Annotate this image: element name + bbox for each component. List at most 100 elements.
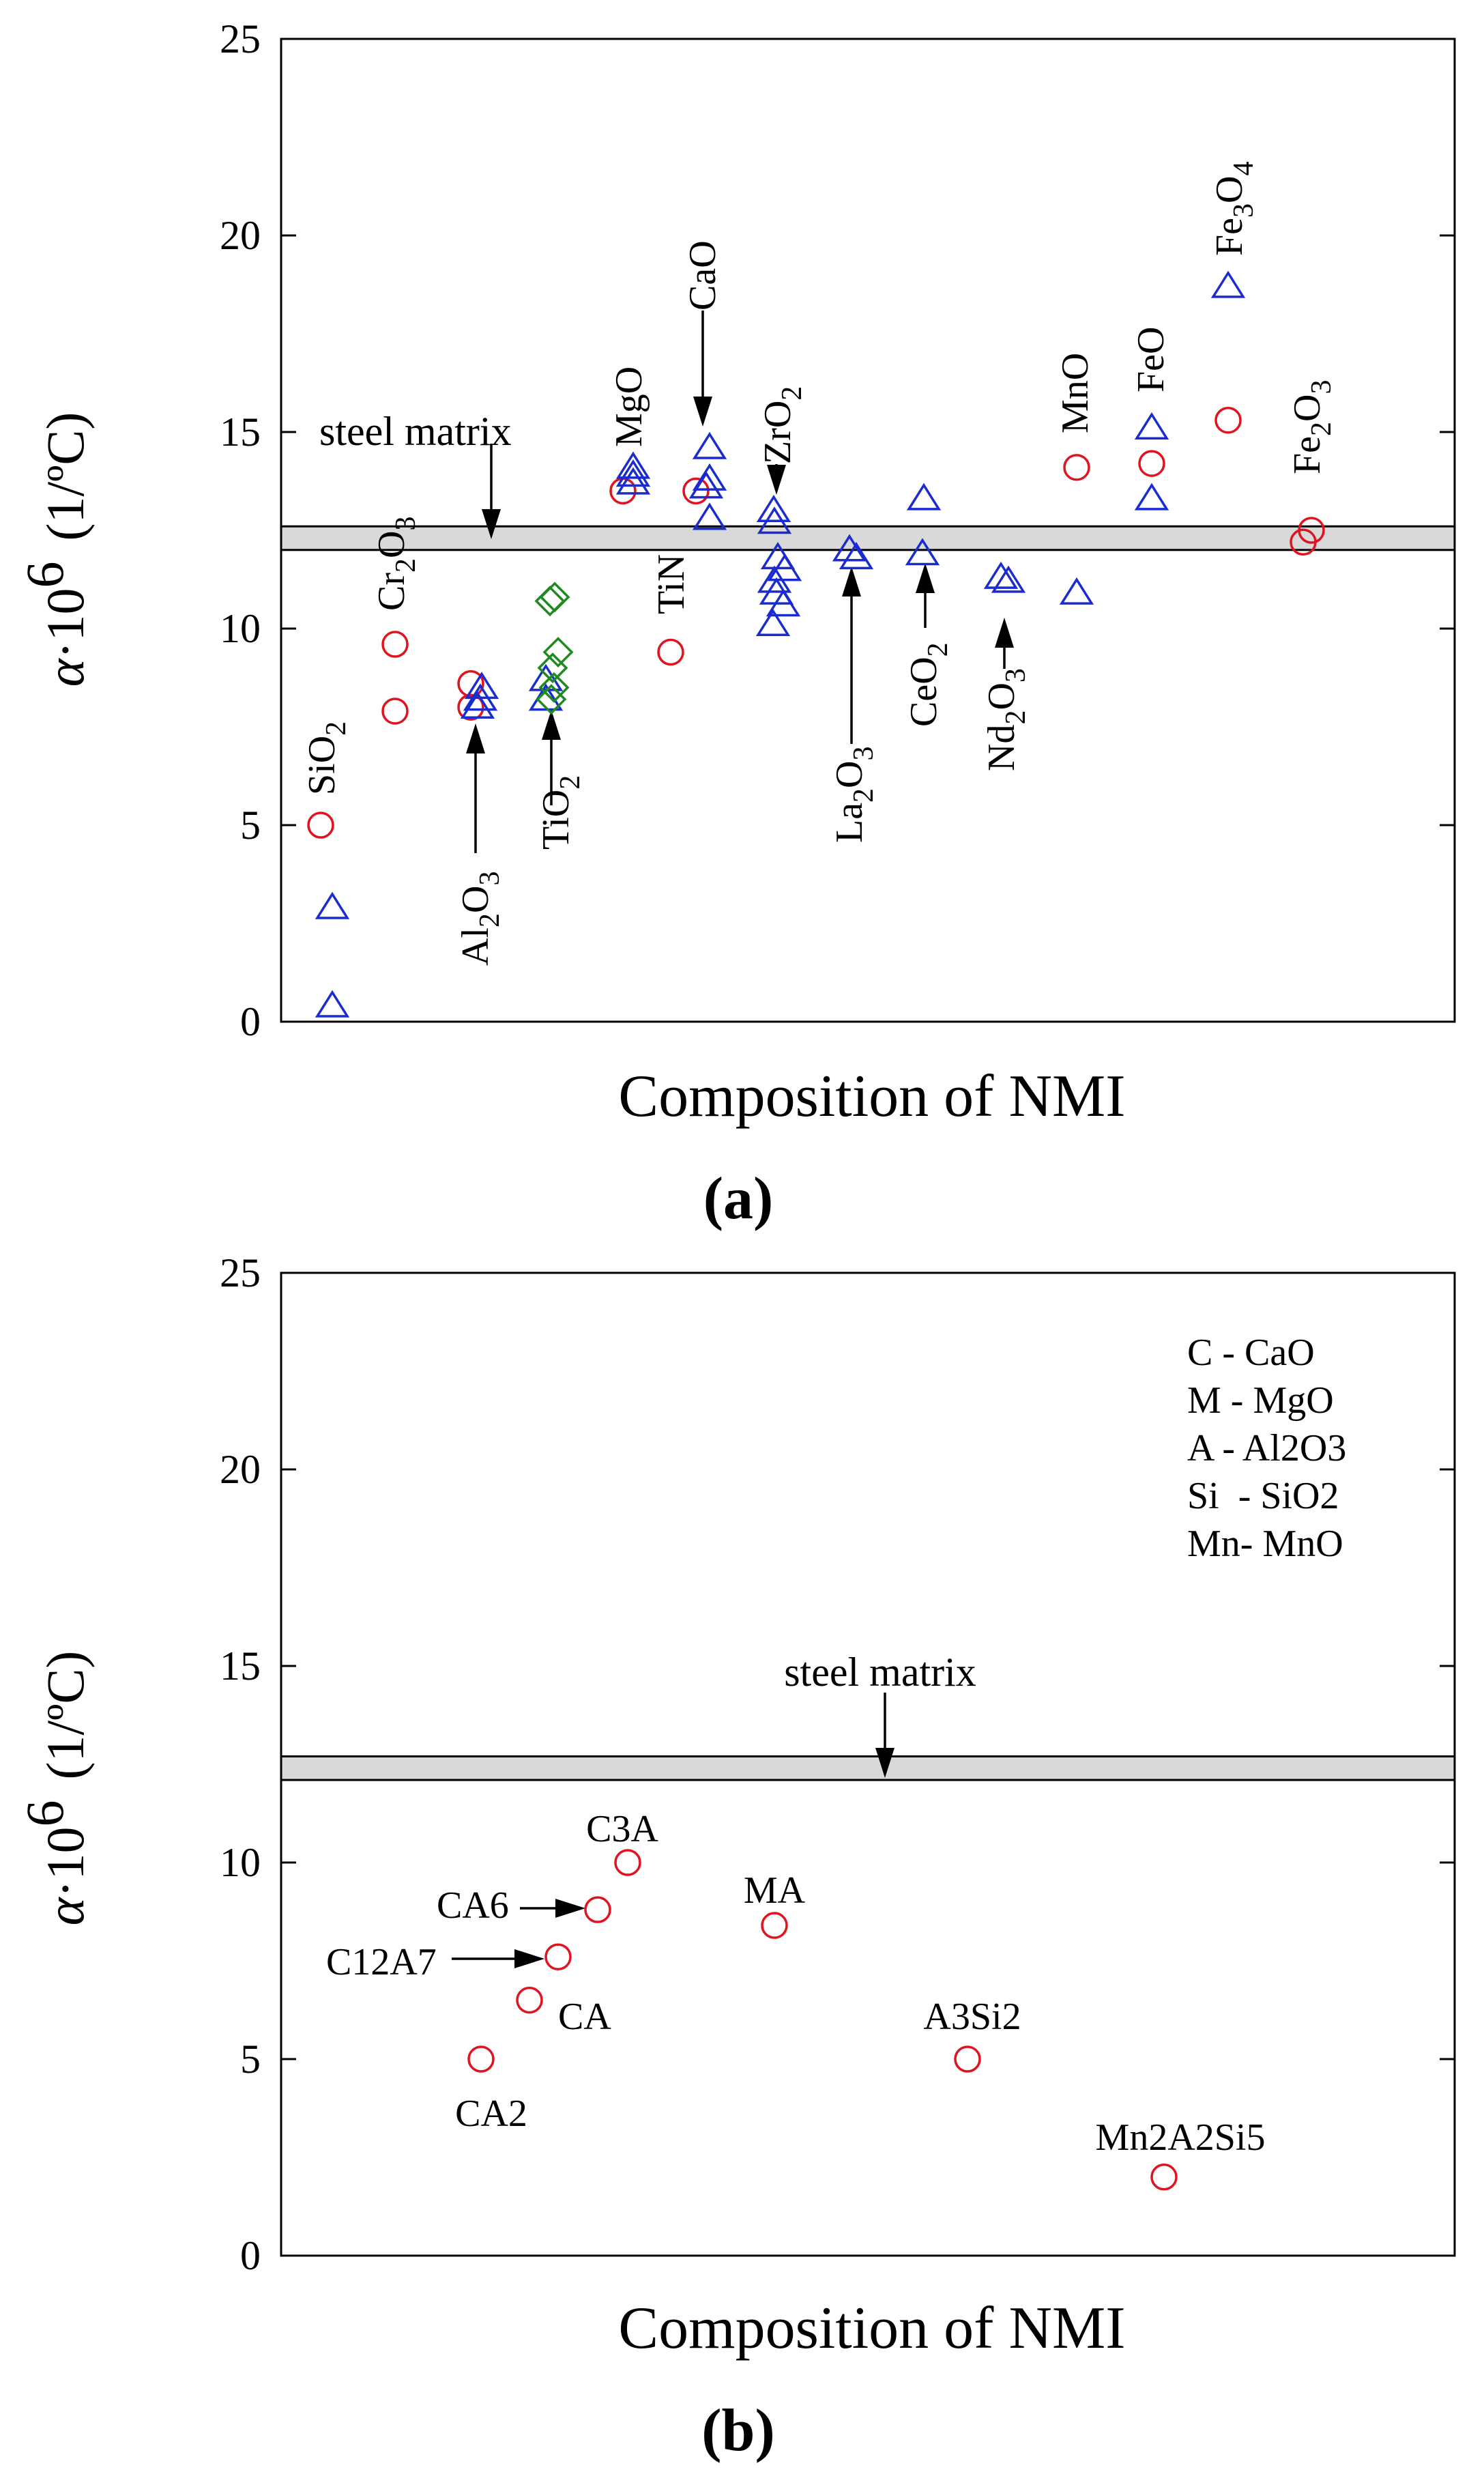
panel-a: 0 5 10 15 20 25 steel matrix SiO2 Cr2O3 Al2O3 Ti… — [15, 16, 1456, 1232]
y-tick-label: 10 — [220, 606, 261, 651]
arrow-head — [555, 1899, 585, 1918]
triangle-marker — [688, 471, 724, 499]
point-label: CA2 — [455, 2093, 527, 2135]
triangle-marker — [464, 672, 499, 700]
key-line-c: C - CaO — [1187, 1332, 1315, 1374]
arrow-head — [482, 509, 501, 539]
circle-marker — [381, 698, 409, 725]
triangle-marker — [767, 554, 802, 581]
panel-a-ylabel-alpha: α — [35, 657, 95, 687]
panel-b-ylabel-alpha: α — [35, 1896, 95, 1925]
arrow-head — [514, 1949, 544, 1968]
triangle-marker — [615, 459, 651, 487]
compound-label: FeO — [1130, 327, 1172, 392]
circle-marker — [1150, 2164, 1178, 2191]
triangle-marker — [692, 431, 727, 459]
panel-a-arrows — [466, 311, 1014, 853]
compound-label: Cr2O3 — [370, 517, 422, 611]
panel-a-compound-labels: SiO2 Cr2O3 Al2O3 TiO2 TiN MgO CaO ZrO2 La2O3 CeO2… — [301, 162, 1337, 966]
compound-label: CaO — [682, 240, 724, 311]
arrow-head — [995, 618, 1014, 648]
circle-marker — [467, 2045, 495, 2073]
panel-b-caption: (b) — [701, 2398, 775, 2464]
triangle-marker — [756, 494, 791, 522]
y-tick-label: 5 — [240, 803, 261, 848]
arrow-head — [542, 710, 561, 740]
point-label: C3A — [586, 1808, 658, 1850]
point-label: A3Si2 — [923, 1996, 1021, 2038]
circle-marker — [544, 1943, 572, 1970]
arrow-head — [875, 1748, 894, 1778]
circle-marker — [381, 631, 409, 658]
panel-a-steel-matrix-label: steel matrix — [319, 409, 512, 454]
triangle-marker — [906, 483, 942, 511]
compound-label: TiN — [650, 554, 693, 614]
panel-b-ylabel-exp: 6 — [15, 1800, 74, 1826]
compound-label: SiO2 — [301, 721, 352, 795]
diamond-marker — [539, 581, 570, 613]
panel-b-marks — [467, 1849, 1178, 2191]
compound-label: Al2O3 — [454, 872, 506, 966]
y-tick-label: 25 — [220, 1250, 261, 1295]
panel-b-y-axis-title: α·106 (1/ºC) — [15, 1651, 95, 1926]
diamond-marker — [542, 637, 574, 668]
arrow-head — [916, 563, 935, 593]
panel-b-ylabel-base: 10 — [35, 1826, 95, 1880]
triangle-marker — [757, 506, 792, 534]
circle-marker — [609, 477, 637, 505]
triangle-marker — [315, 990, 350, 1018]
panel-a-caption: (a) — [703, 1166, 774, 1232]
panel-b-y-axis: 0 5 10 15 20 25 — [220, 1250, 1455, 2278]
circle-marker — [1138, 450, 1165, 477]
triangle-marker — [839, 542, 874, 570]
compound-label: CeO2 — [903, 642, 954, 727]
key-line-m: M - MgO — [1187, 1379, 1334, 1422]
svg-text:α·106(1/ºC): α·106 (1/ºC) — [15, 1651, 95, 1926]
panel-b-steel-matrix-label: steel matrix — [784, 1650, 976, 1695]
triangle-marker — [1059, 577, 1094, 605]
panel-b-steel-matrix-band — [280, 1755, 1456, 1781]
y-tick-label: 20 — [220, 213, 261, 258]
triangle-marker — [315, 891, 350, 919]
circle-marker — [457, 693, 484, 721]
compound-label: MgO — [608, 367, 650, 447]
point-label: C12A7 — [326, 1941, 437, 1983]
arrow-head — [693, 397, 712, 427]
triangle-marker — [615, 451, 651, 479]
triangle-marker — [766, 589, 801, 617]
diamond-marker — [536, 684, 567, 715]
y-tick-label: 25 — [220, 16, 261, 61]
panel-a-marks — [307, 270, 1325, 1018]
triangle-marker — [991, 565, 1026, 593]
triangle-marker — [463, 683, 498, 711]
panel-a-ylabel-unit: (1/ºC) — [35, 412, 95, 541]
y-tick-label: 5 — [240, 2037, 261, 2082]
panel-a-ylabel-dot: · — [35, 641, 95, 659]
panel-a-y-axis: 0 5 10 15 20 25 — [220, 16, 1455, 1044]
panel-a-steel-matrix-band — [280, 525, 1456, 551]
triangle-marker — [1210, 270, 1246, 298]
key-line-mn: Mn- MnO — [1187, 1523, 1343, 1565]
circle-marker — [1063, 454, 1090, 481]
triangle-marker — [1134, 483, 1169, 511]
y-tick-label: 20 — [220, 1447, 261, 1492]
panel-a-ylabel-base: 10 — [35, 588, 95, 641]
triangle-marker — [757, 565, 792, 593]
panel-a-x-axis-title: Composition of NMI — [618, 1063, 1125, 1130]
circle-marker — [307, 811, 334, 839]
circle-marker — [761, 1912, 788, 1939]
compound-label: MnO — [1054, 353, 1096, 433]
compound-label: La2O3 — [828, 746, 879, 843]
circle-marker — [954, 2045, 981, 2073]
arrow-head — [842, 566, 861, 597]
triangle-marker — [755, 608, 791, 636]
triangle-marker — [905, 538, 940, 566]
y-tick-label: 0 — [240, 999, 261, 1044]
diamond-marker — [537, 652, 568, 684]
y-tick-label: 0 — [240, 2233, 261, 2278]
y-tick-label: 15 — [220, 1643, 261, 1688]
triangle-marker — [692, 502, 727, 530]
circle-marker — [584, 1896, 611, 1923]
